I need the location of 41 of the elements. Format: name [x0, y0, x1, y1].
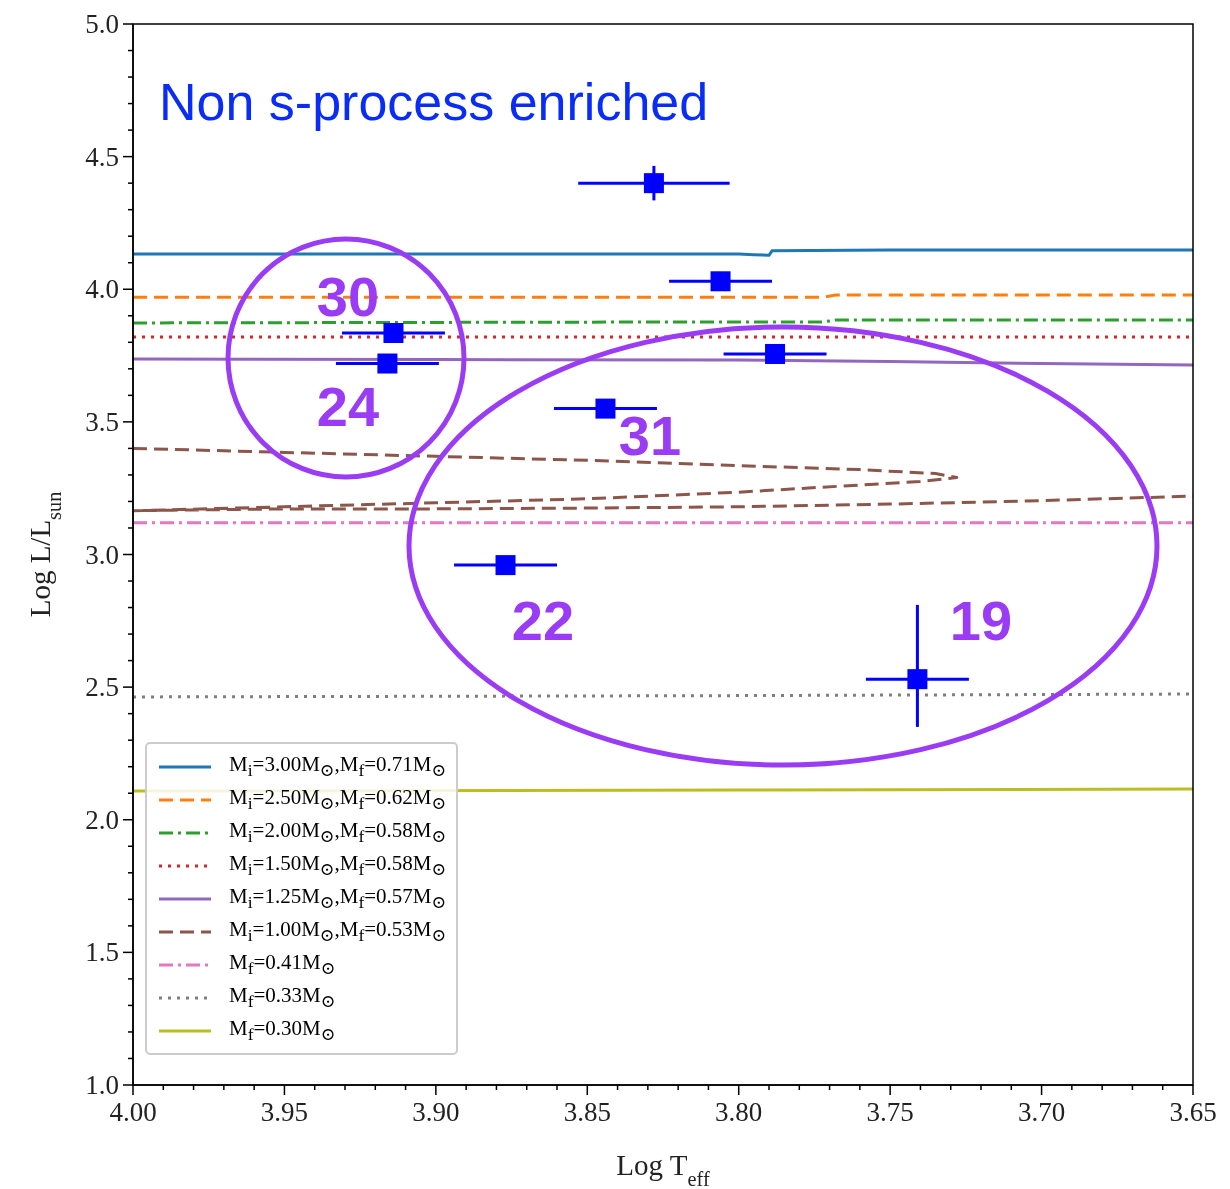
- x-tick-label: 3.85: [563, 1097, 611, 1127]
- legend-label: M$_{i}$=2.50M$_{⊙}$,M$_{f}$=0.62M$_{⊙}$: [229, 784, 447, 815]
- x-tick-label: 3.95: [260, 1097, 309, 1127]
- legend-label: M$_{i}$=3.00M$_{⊙}$,M$_{f}$=0.71M$_{⊙}$: [229, 751, 447, 782]
- point: [907, 669, 928, 690]
- legend-label: M$_{i}$=1.00M$_{⊙}$,M$_{f}$=0.53M$_{⊙}$: [229, 916, 447, 947]
- point: [765, 343, 786, 364]
- annotation: 19: [949, 589, 1013, 652]
- point: [383, 323, 404, 344]
- x-tick-label: 3.75: [866, 1097, 914, 1127]
- legend-label: M$_{i}$=1.25M$_{⊙}$,M$_{f}$=0.57M$_{⊙}$: [229, 883, 447, 914]
- line-series: [133, 357, 1193, 367]
- point: [495, 555, 516, 576]
- x-tick-label: 3.90: [412, 1097, 460, 1127]
- x-tick-label: 3.65: [1169, 1097, 1217, 1127]
- y-tick-label: 2.0: [85, 804, 119, 835]
- y-tick-label: 1.5: [85, 937, 119, 968]
- point: [595, 398, 616, 419]
- point: [643, 173, 664, 194]
- legend-label: M$_{f}$=0.33M$_{⊙}$: [229, 982, 336, 1013]
- legend-label: M$_{i}$=2.00M$_{⊙}$,M$_{f}$=0.58M$_{⊙}$: [229, 817, 447, 848]
- x-tick-label: 4.00: [109, 1097, 157, 1127]
- legend-label: M$_{f}$=0.41M$_{⊙}$: [229, 949, 336, 980]
- annotation: 24: [316, 375, 380, 438]
- x-tick-label: 3.70: [1017, 1097, 1066, 1127]
- y-tick-label: 4.0: [85, 274, 119, 305]
- point: [710, 271, 731, 292]
- y-tick-label: 2.5: [85, 672, 119, 703]
- x-tick-label: 3.80: [715, 1097, 763, 1127]
- y-tick-label: 5.0: [85, 9, 119, 39]
- y-tick-label: 1.0: [85, 1070, 119, 1100]
- y-tick-label: 3.5: [85, 406, 119, 437]
- legend-label: M$_{f}$=0.30M$_{⊙}$: [229, 1015, 336, 1046]
- point: [377, 353, 398, 374]
- annotation: 31: [618, 404, 682, 467]
- x-axis-title: Log T$_{eff}$: [616, 1149, 710, 1189]
- legend-label: M$_{i}$=1.50M$_{⊙}$,M$_{f}$=0.58M$_{⊙}$: [229, 850, 447, 881]
- text: Non s-process enriched: [159, 73, 709, 131]
- annotation: 22: [511, 589, 575, 652]
- y-tick-label: 4.5: [85, 141, 119, 172]
- y-tick-label: 3.0: [85, 539, 119, 570]
